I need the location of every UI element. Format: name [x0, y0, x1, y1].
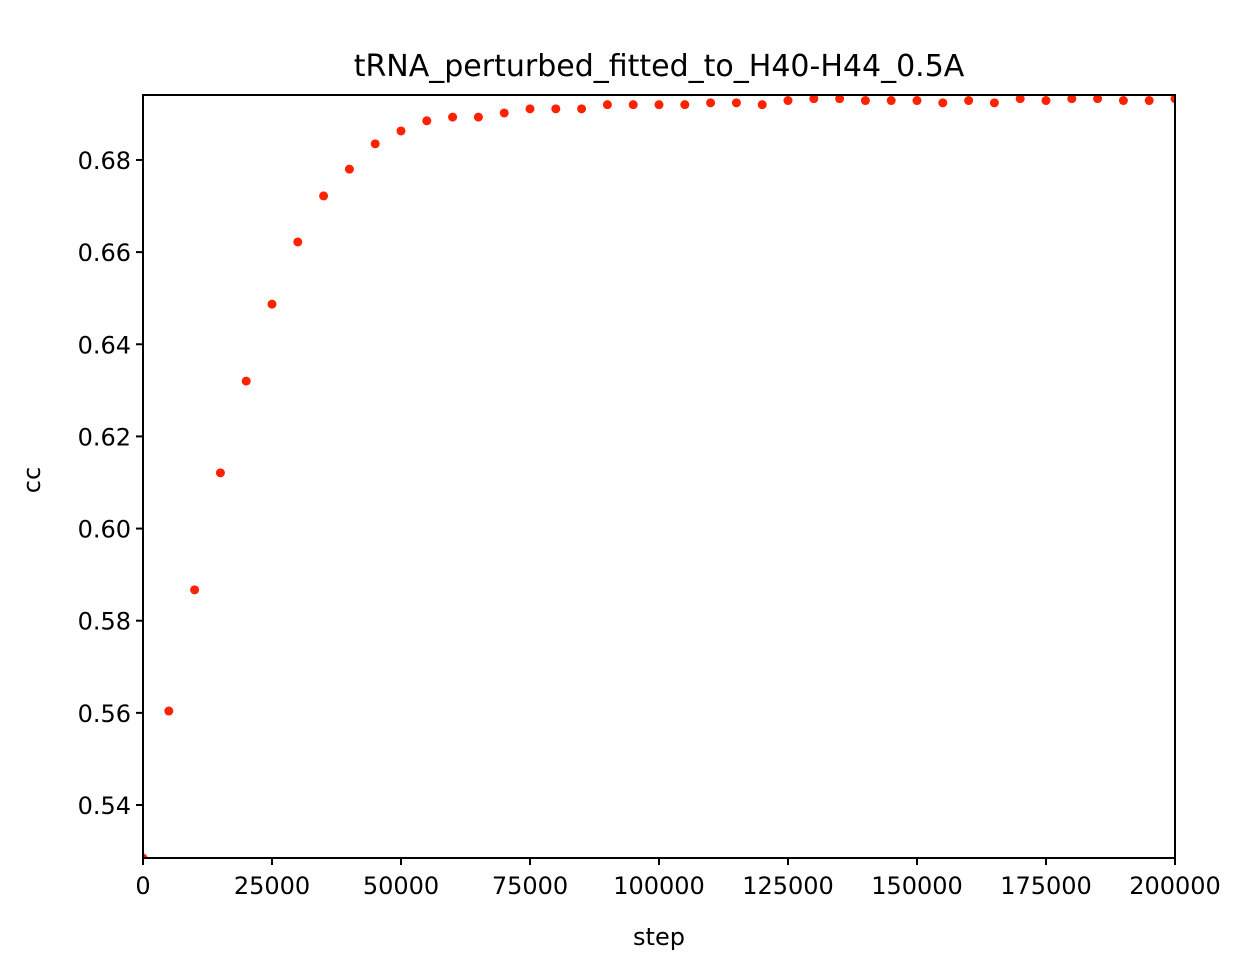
x-tick-label: 0	[135, 872, 150, 900]
data-point	[422, 116, 432, 126]
y-tick-label: 0.62	[78, 423, 131, 451]
y-tick-label: 0.54	[78, 792, 131, 820]
data-point	[731, 98, 741, 108]
x-tick-label: 25000	[234, 872, 310, 900]
data-point	[241, 376, 251, 386]
data-point	[964, 96, 974, 106]
data-point	[989, 98, 999, 108]
data-point	[448, 112, 458, 122]
data-point	[835, 95, 845, 104]
axis-ticks: 0 25000 50000 75000 100000 125000 150000 175000…	[78, 147, 1221, 900]
data-point	[396, 126, 406, 136]
y-tick-label: 0.60	[78, 516, 131, 544]
x-tick-label: 150000	[871, 872, 963, 900]
data-point	[551, 104, 561, 114]
x-axis-label: step	[633, 923, 685, 951]
data-point	[344, 164, 354, 174]
data-point	[164, 706, 174, 716]
data-point	[809, 95, 819, 104]
y-tick-label: 0.66	[78, 239, 131, 267]
x-tick-label: 50000	[363, 872, 439, 900]
data-point	[1144, 96, 1154, 106]
data-point	[293, 237, 303, 247]
data-point	[1170, 95, 1175, 104]
data-point	[1093, 95, 1103, 104]
data-point	[706, 98, 716, 108]
x-tick-label: 125000	[742, 872, 834, 900]
y-tick-label: 0.56	[78, 700, 131, 728]
data-point	[1015, 95, 1025, 104]
data-point	[757, 100, 767, 110]
data-point	[473, 112, 483, 122]
y-tick-label: 0.64	[78, 331, 131, 359]
data-point	[143, 853, 148, 858]
data-point	[577, 104, 587, 114]
y-tick-label: 0.58	[78, 608, 131, 636]
data-point	[628, 100, 638, 110]
data-point	[860, 96, 870, 106]
data-point	[525, 104, 535, 114]
data-point	[602, 100, 612, 110]
data-point	[783, 96, 793, 106]
data-point	[654, 100, 664, 110]
data-point	[938, 98, 948, 108]
data-point	[1041, 96, 1051, 106]
data-point	[370, 139, 380, 149]
x-tick-label: 200000	[1129, 872, 1221, 900]
x-tick-label: 75000	[492, 872, 568, 900]
data-point	[267, 299, 277, 309]
data-point	[319, 191, 329, 201]
x-tick-label: 175000	[1000, 872, 1092, 900]
plot-frame	[142, 94, 1176, 859]
chart-title: tRNA_perturbed_fitted_to_H40-H44_0.5A	[354, 49, 965, 84]
data-point	[680, 100, 690, 110]
y-tick-label: 0.68	[78, 147, 131, 175]
data-point	[1067, 95, 1077, 104]
data-point	[215, 468, 225, 478]
data-point	[499, 108, 509, 118]
data-point	[1118, 96, 1128, 106]
data-point	[886, 96, 896, 106]
data-point	[912, 96, 922, 106]
y-axis-label: cc	[18, 467, 46, 493]
data-point	[190, 585, 200, 595]
data-points	[143, 95, 1175, 858]
x-tick-label: 100000	[613, 872, 705, 900]
